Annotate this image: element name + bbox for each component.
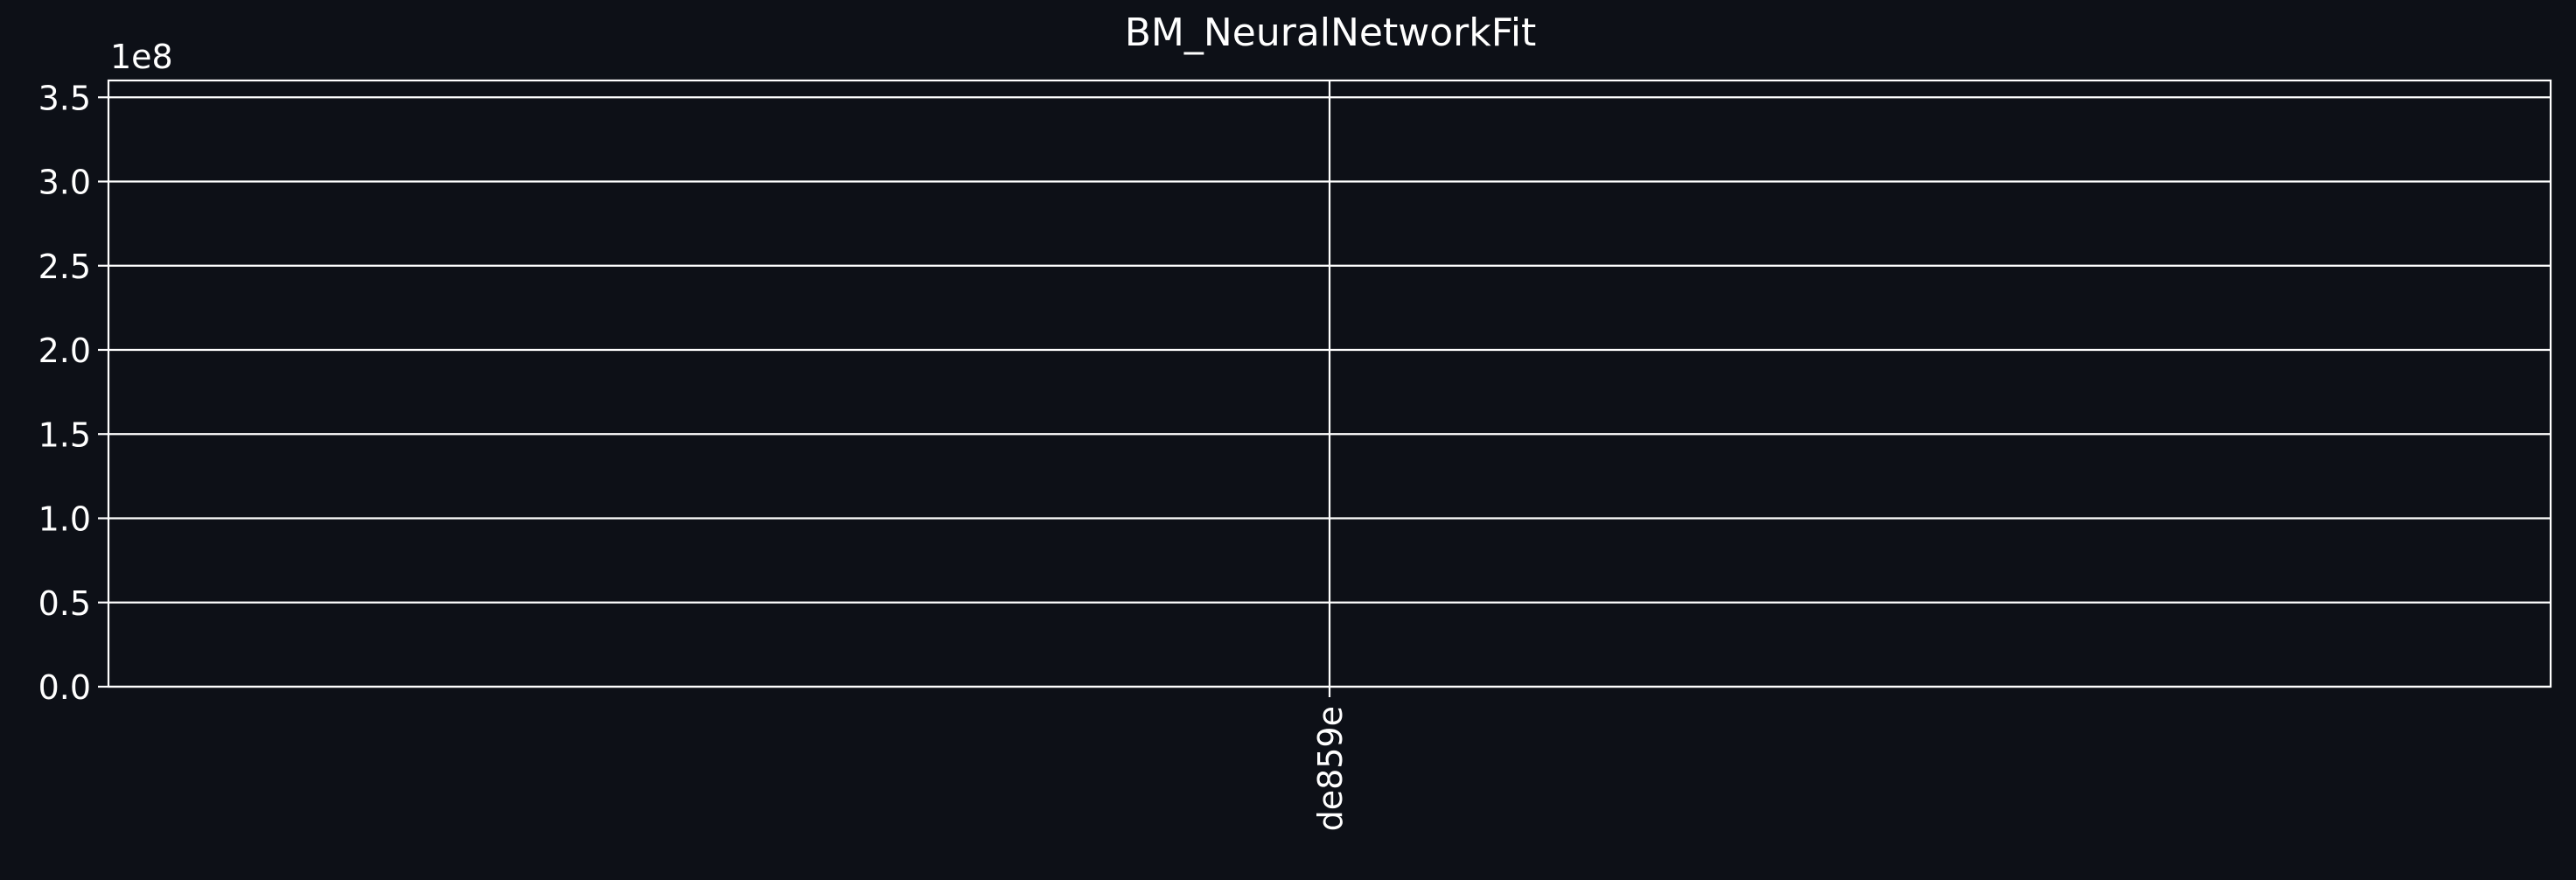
y-tick-label: 1.5: [38, 416, 91, 454]
y-tick-label: 0.0: [38, 668, 91, 707]
y-tick-label: 1.0: [38, 500, 91, 539]
ticks: 0.0 0.5 1.0 1.5 2.0 2.5 3.0 3.5 de859e: [38, 79, 1350, 831]
y-tick-label: 2.5: [38, 248, 91, 286]
grid: [108, 80, 2551, 688]
chart-title: BM_NeuralNetworkFit: [1125, 10, 1537, 55]
x-tick-label: de859e: [1311, 706, 1350, 831]
y-tick-label: 2.0: [38, 332, 91, 370]
y-axis-scale-label: 1e8: [110, 38, 173, 76]
y-tick-label: 3.5: [38, 79, 91, 117]
y-tick-label: 0.5: [38, 584, 91, 623]
y-tick-label: 3.0: [38, 164, 91, 202]
